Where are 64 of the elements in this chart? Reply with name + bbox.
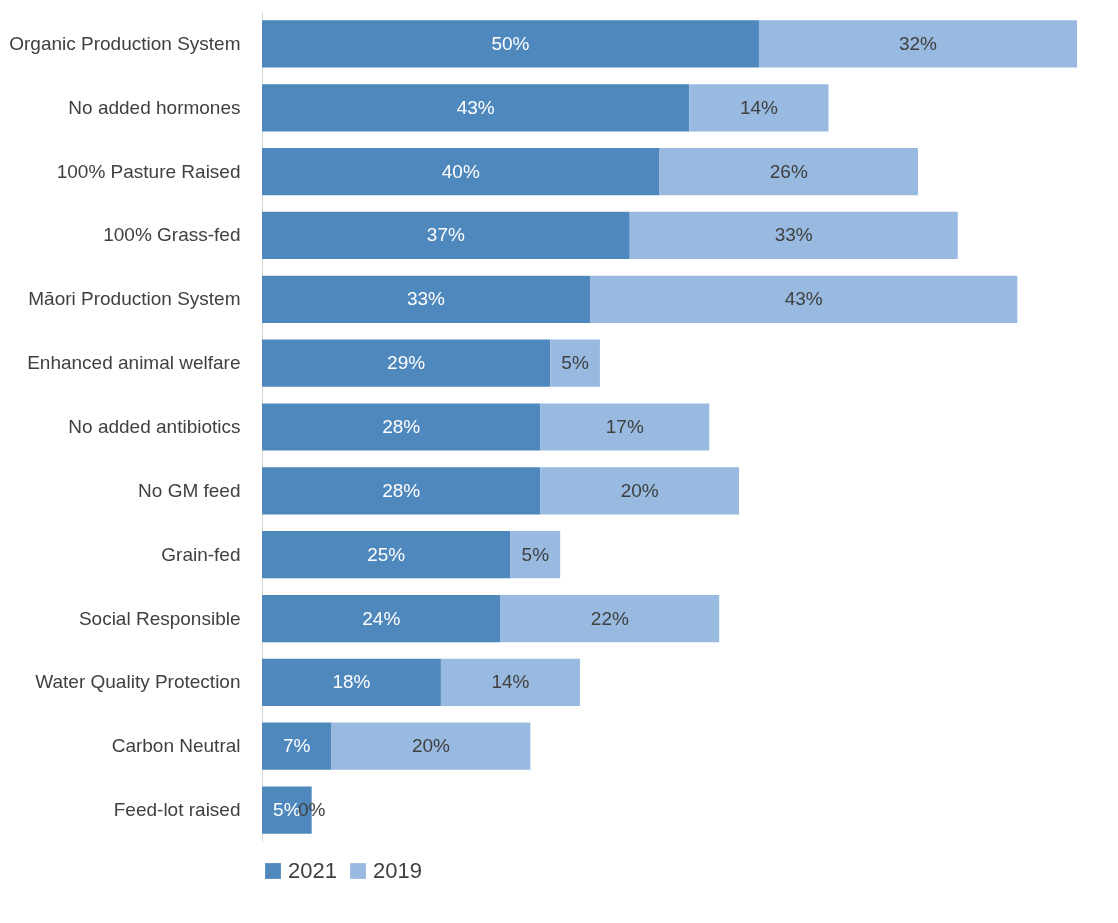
bar [262,658,441,707]
data-label: 43% [456,96,495,118]
y-tick-label: Enhanced animal welfare [27,352,241,374]
data-label: 18% [332,671,371,693]
bar [540,467,740,515]
bar [262,211,630,260]
data-label: 50% [491,32,530,54]
data-label: 32% [898,32,938,54]
data-label: 33% [774,224,813,246]
bar [262,467,541,515]
data-label: 7% [283,735,311,757]
bar [589,275,1018,323]
legend-label: 2021 [288,858,337,883]
data-label: 37% [426,224,465,246]
legend-label: 2019 [373,858,422,883]
y-tick-label: 100% Grass-fed [103,224,241,246]
bar [500,594,720,643]
data-label: 14% [739,96,779,118]
y-tick-label: No GM feed [138,479,241,501]
y-tick-label: Grain-fed [161,543,241,565]
bar [262,403,541,451]
data-label: 28% [382,479,421,501]
data-label: 43% [784,288,823,310]
data-label: 14% [491,671,530,693]
y-tick-label: Organic Production System [9,32,241,54]
bar [331,722,531,770]
y-tick-label: Feed-lot raised [113,799,241,821]
bar [262,275,590,323]
data-label: 5% [521,543,550,565]
bar [262,339,551,387]
data-label: 40% [441,160,480,182]
y-tick-label: No added antibiotics [68,416,241,437]
bar [262,531,511,579]
y-tick-label: 100% Pasture Raised [56,160,241,182]
bar [629,211,958,260]
data-label: 20% [411,735,451,757]
data-label: 25% [367,543,406,565]
data-label: 28% [382,416,421,437]
data-label: 26% [769,160,808,182]
data-label: 33% [406,288,446,310]
y-tick-label: Māori Production System [28,288,241,310]
bar [758,20,1077,68]
data-label: 24% [362,607,401,629]
y-tick-label: Social Responsible [78,607,241,629]
bar [262,594,501,643]
bar [262,722,332,770]
data-label: 5% [561,352,589,374]
bar [440,658,581,707]
bar [262,84,690,132]
y-tick-label: Water Quality Protection [35,671,241,693]
data-label: 20% [620,479,659,501]
bar [550,339,600,387]
data-label: 22% [590,607,629,629]
bar [540,403,710,451]
bar [659,147,918,196]
bar [510,531,561,579]
y-tick-label: No added hormones [68,96,241,118]
data-label: 5% [273,799,301,821]
bar [262,147,660,196]
bar [262,20,759,68]
data-label: 29% [387,352,426,374]
bar [689,84,829,132]
y-tick-label: Carbon Neutral [111,735,241,757]
data-label: 17% [605,416,644,437]
